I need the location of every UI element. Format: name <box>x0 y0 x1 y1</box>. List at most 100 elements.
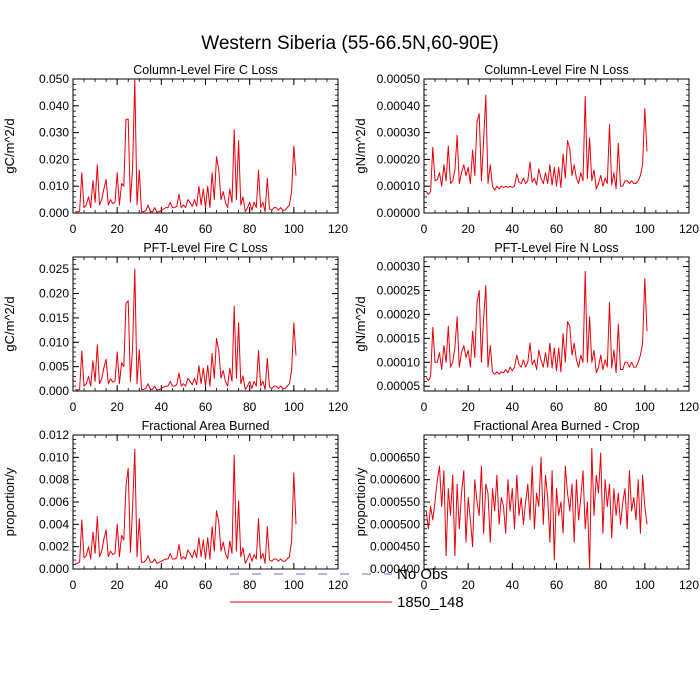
y-tick-label: 0.025 <box>39 262 69 276</box>
panel-title: Fractional Area Burned - Crop <box>473 419 639 433</box>
panel-title: PFT-Level Fire N Loss <box>494 241 618 255</box>
panel-1: 0 20 40 60 80 100 120 0.000 0.010 0.020 0.030 0.040… <box>2 63 348 236</box>
x-tick-label: 0 <box>421 578 428 592</box>
plot-frame <box>72 256 339 392</box>
x-tick-label: 120 <box>679 222 699 236</box>
y-axis-label: proportion/y <box>2 467 17 536</box>
panel-2: 0 20 40 60 80 100 120 0.00000 0.00010 0.00020 0.00… <box>353 63 699 236</box>
y-tick-label: 0.000400 <box>370 562 420 576</box>
x-tick-label: 80 <box>594 400 608 414</box>
y-tick-label: 0.00010 <box>377 179 421 193</box>
series-line <box>425 447 648 570</box>
legend-label-2: 1850_148 <box>397 594 464 611</box>
y-tick-label: 0.000450 <box>370 540 420 554</box>
x-tick-label: 80 <box>243 578 257 592</box>
x-tick-label: 40 <box>506 222 520 236</box>
x-tick-label: 60 <box>550 578 564 592</box>
y-tick-label: 0.00030 <box>377 260 421 274</box>
x-tick-label: 40 <box>155 578 169 592</box>
y-tick-label: 0.005 <box>39 360 69 374</box>
y-tick-label: 0.000600 <box>370 473 420 487</box>
x-tick-label: 20 <box>461 400 475 414</box>
x-tick-label: 100 <box>284 578 304 592</box>
series-line <box>425 94 648 195</box>
y-tick-label: 0.00050 <box>377 72 421 86</box>
y-tick-label: 0.00000 <box>377 206 421 220</box>
y-tick-label: 0.00010 <box>377 355 421 369</box>
figure-title: Western Siberia (55-66.5N,60-90E) <box>201 33 498 54</box>
y-tick-label: 0.006 <box>39 495 69 509</box>
x-tick-label: 120 <box>328 578 348 592</box>
panel-4: 0 20 40 60 80 100 120 0.00005 0.00010 0.00015 0.00… <box>353 241 699 414</box>
y-tick-label: 0.00005 <box>377 379 421 393</box>
x-tick-label: 80 <box>594 578 608 592</box>
y-tick-label: 0.000 <box>39 562 69 576</box>
panel-6: 0 20 40 60 80 100 120 0.000400 0.000450 0.000500 0… <box>353 419 699 592</box>
y-axis-label: gC/m^2/d <box>2 118 17 173</box>
x-tick-label: 40 <box>506 400 520 414</box>
x-tick-label: 80 <box>243 222 257 236</box>
x-tick-label: 40 <box>155 222 169 236</box>
x-tick-label: 80 <box>594 222 608 236</box>
y-tick-label: 0.002 <box>39 540 69 554</box>
x-tick-label: 0 <box>421 400 428 414</box>
x-tick-label: 0 <box>421 222 428 236</box>
x-tick-label: 0 <box>70 222 77 236</box>
y-tick-label: 0.00025 <box>377 284 421 298</box>
x-tick-label: 20 <box>110 222 124 236</box>
y-tick-label: 0.000550 <box>370 495 420 509</box>
y-axis-label: gN/m^2/d <box>353 118 368 173</box>
y-tick-label: 0.020 <box>39 287 69 301</box>
x-tick-label: 60 <box>199 578 213 592</box>
x-tick-label: 0 <box>70 400 77 414</box>
y-tick-label: 0.010 <box>39 450 69 464</box>
x-tick-label: 120 <box>679 400 699 414</box>
y-tick-label: 0.000650 <box>370 450 420 464</box>
x-tick-label: 120 <box>679 578 699 592</box>
y-tick-label: 0.008 <box>39 473 69 487</box>
y-tick-label: 0.004 <box>39 517 69 531</box>
x-tick-label: 100 <box>635 400 655 414</box>
y-tick-label: 0.050 <box>39 72 69 86</box>
y-tick-label: 0.00020 <box>377 307 421 321</box>
panels-group: 0 20 40 60 80 100 120 0.000 0.010 0.020 0.030 0.040… <box>2 63 699 592</box>
x-tick-label: 60 <box>550 222 564 236</box>
panel-title: PFT-Level Fire C Loss <box>143 241 267 255</box>
x-tick-label: 100 <box>284 222 304 236</box>
panel-title: Column-Level Fire N Loss <box>484 63 629 77</box>
y-axis-label: gC/m^2/d <box>2 296 17 351</box>
y-tick-label: 0.010 <box>39 335 69 349</box>
x-tick-label: 20 <box>461 578 475 592</box>
y-tick-label: 0.030 <box>39 126 69 140</box>
legend-label-1: No Obs <box>397 566 448 583</box>
plot-frame <box>72 434 339 570</box>
x-tick-label: 120 <box>328 222 348 236</box>
y-tick-label: 0.00040 <box>377 99 421 113</box>
x-tick-label: 40 <box>155 400 169 414</box>
y-tick-label: 0.040 <box>39 99 69 113</box>
legend: No Obs 1850_148 <box>230 566 464 611</box>
x-tick-label: 60 <box>199 222 213 236</box>
y-tick-label: 0.012 <box>39 428 69 442</box>
panel-3: 0 20 40 60 80 100 120 0.000 0.005 0.010 0.015 0.020… <box>2 241 348 414</box>
y-tick-label: 0.00020 <box>377 152 421 166</box>
y-tick-label: 0.000500 <box>370 517 420 531</box>
y-tick-label: 0.015 <box>39 311 69 325</box>
plot-frame <box>423 78 690 214</box>
panel-title: Fractional Area Burned <box>142 419 270 433</box>
series-line <box>75 78 297 213</box>
y-tick-label: 0.000 <box>39 206 69 220</box>
y-tick-label: 0.010 <box>39 179 69 193</box>
x-tick-label: 20 <box>110 578 124 592</box>
y-axis-label: gN/m^2/d <box>353 296 368 351</box>
x-tick-label: 120 <box>328 400 348 414</box>
y-tick-label: 0.00015 <box>377 331 421 345</box>
y-tick-label: 0.00030 <box>377 126 421 140</box>
x-tick-label: 40 <box>506 578 520 592</box>
plot-frame <box>72 78 339 214</box>
x-tick-label: 100 <box>284 400 304 414</box>
x-tick-label: 60 <box>199 400 213 414</box>
panel-5: 0 20 40 60 80 100 120 0.000 0.002 0.004 0.006 0.008… <box>2 419 348 592</box>
x-tick-label: 100 <box>635 222 655 236</box>
